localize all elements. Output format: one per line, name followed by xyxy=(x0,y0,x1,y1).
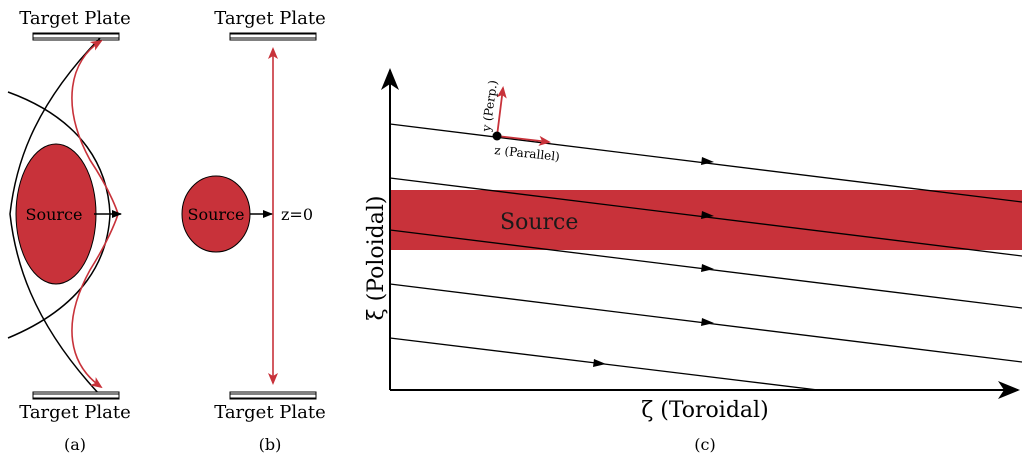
panel-c-direction-arrow xyxy=(701,318,714,326)
panel-c-direction-arrows xyxy=(593,157,714,367)
panel-c-perp-label: y (Perp.) xyxy=(479,79,500,133)
panel-c-y-axis-label: ξ (Poloidal) xyxy=(364,196,389,321)
panel-a: Target Plate Source Target Plate (a) xyxy=(7,8,131,454)
panel-b-midplane-label: z=0 xyxy=(281,205,313,224)
panel-b-bottom-plate-label: Target Plate xyxy=(214,402,326,423)
panel-c-source-label: Source xyxy=(500,210,578,235)
panel-c-perp-vector xyxy=(496,86,507,137)
panel-a-top-target-plate xyxy=(32,32,120,41)
panel-c-source-band xyxy=(390,190,1022,250)
panel-c-x-axis-label: ζ (Toroidal) xyxy=(641,398,768,423)
panel-a-left-flux-curve xyxy=(9,37,101,396)
panel-a-source-label: Source xyxy=(26,205,83,224)
panel-c-direction-arrow xyxy=(593,359,606,367)
panel-c-parallel-vector xyxy=(496,135,551,146)
panel-b-caption: (b) xyxy=(259,435,282,454)
panel-a-bottom-plate-label: Target Plate xyxy=(19,402,131,423)
panel-c-parallel-label: z (Parallel) xyxy=(494,143,561,164)
panel-c-direction-arrow xyxy=(701,157,714,165)
panel-a-caption: (a) xyxy=(64,435,86,454)
panel-c-direction-arrow xyxy=(701,211,714,219)
panel-c-direction-arrow xyxy=(701,264,714,272)
panel-b-top-target-plate xyxy=(229,32,317,41)
panel-a-top-plate-label: Target Plate xyxy=(19,8,131,29)
panel-c-caption: (c) xyxy=(694,435,715,454)
panel-b-top-plate-label: Target Plate xyxy=(214,8,326,29)
panel-c-origin-point xyxy=(492,131,502,141)
panel-b: Target Plate Source z=0 Target Plate (b) xyxy=(181,8,326,454)
panel-b-source-label: Source xyxy=(188,205,245,224)
panel-c: Source ζ (Toroidal) ξ (Poloidal) y (Perp… xyxy=(364,68,1022,454)
panel-b-bottom-target-plate xyxy=(229,391,317,400)
panel-a-bottom-target-plate xyxy=(32,391,120,400)
